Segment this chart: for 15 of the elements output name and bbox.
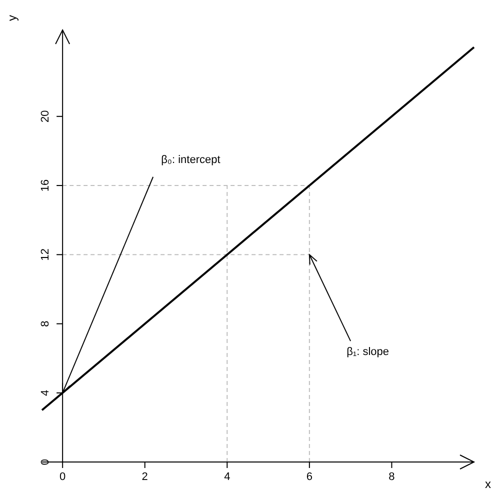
y-tick-label: 12 [40, 248, 52, 261]
y-axis-title: y [5, 15, 19, 21]
y-tick-label: 0 [40, 458, 52, 466]
x-tick-label: 6 [306, 471, 312, 483]
x-axis-title: x [485, 477, 491, 491]
annotation: β₀: intercept [161, 154, 220, 166]
x-tick-label: 2 [142, 471, 148, 483]
annotation: β₁: slope [346, 346, 390, 358]
y-tick-label: 20 [40, 110, 52, 123]
x-tick-label: 4 [224, 471, 230, 483]
y-tick-label: 16 [40, 179, 52, 192]
x-tick-label: 0 [60, 471, 66, 483]
y-tick-label: 4 [40, 390, 52, 396]
y-tick-label: 8 [40, 320, 52, 327]
x-tick-label: 8 [388, 471, 395, 483]
